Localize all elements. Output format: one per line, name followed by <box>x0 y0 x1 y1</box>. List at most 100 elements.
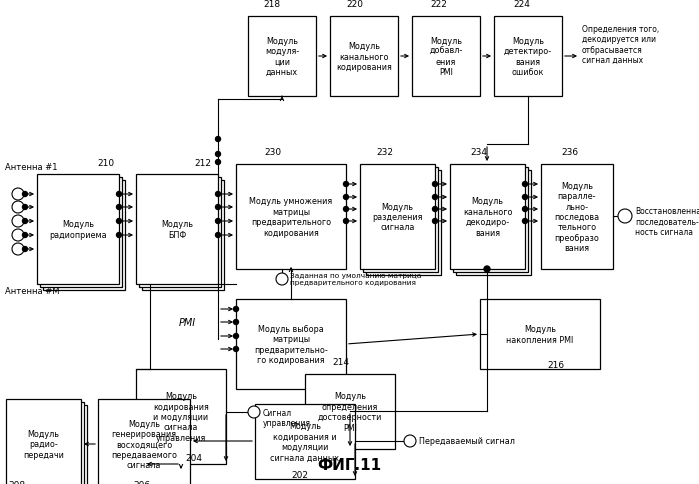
Circle shape <box>233 334 238 339</box>
Bar <box>37 175 119 285</box>
Circle shape <box>12 215 24 227</box>
Text: Определения того,
декодируется или
отбрасывается
сигнал данных: Определения того, декодируется или отбра… <box>582 25 659 65</box>
Circle shape <box>433 219 438 224</box>
Text: Модуль
радиоприема: Модуль радиоприема <box>49 220 107 239</box>
Bar <box>98 399 190 484</box>
Circle shape <box>433 182 438 187</box>
Circle shape <box>404 435 416 447</box>
Text: 208: 208 <box>8 480 25 484</box>
Circle shape <box>117 233 122 238</box>
Text: Модуль
модуля-
ции
данных: Модуль модуля- ции данных <box>265 37 299 77</box>
Circle shape <box>215 205 220 210</box>
Circle shape <box>248 406 260 418</box>
Circle shape <box>343 182 349 187</box>
Bar <box>139 178 221 287</box>
Text: Модуль
канального
декодиро-
вания: Модуль канального декодиро- вания <box>463 197 512 237</box>
Text: Модуль
добавл-
ения
PMI: Модуль добавл- ения PMI <box>429 37 463 77</box>
Bar <box>248 17 316 97</box>
Bar <box>236 165 346 270</box>
Text: 222: 222 <box>430 0 447 9</box>
Circle shape <box>215 137 220 142</box>
Text: PMI: PMI <box>179 318 196 327</box>
Bar <box>450 165 525 270</box>
Circle shape <box>522 219 528 224</box>
Text: 224: 224 <box>513 0 530 9</box>
Circle shape <box>117 192 122 197</box>
Circle shape <box>117 205 122 210</box>
Text: Модуль умножения
матрицы
предварительного
кодирования: Модуль умножения матрицы предварительног… <box>250 197 333 237</box>
Bar <box>136 369 226 464</box>
Text: 220: 220 <box>346 0 363 9</box>
Bar <box>9 402 84 484</box>
Bar <box>136 175 218 285</box>
Bar <box>453 167 528 272</box>
Circle shape <box>343 195 349 200</box>
Bar <box>480 300 600 369</box>
Circle shape <box>12 229 24 242</box>
Circle shape <box>117 219 122 224</box>
Bar <box>360 165 435 270</box>
Circle shape <box>22 192 27 197</box>
Bar <box>366 171 441 275</box>
Text: Модуль
кодирования и
модуляции
сигнала данных: Модуль кодирования и модуляции сигнала д… <box>271 422 340 462</box>
Text: Антенна #1: Антенна #1 <box>5 163 57 172</box>
Bar <box>12 405 87 484</box>
Circle shape <box>276 273 288 286</box>
Bar <box>363 167 438 272</box>
Bar <box>305 374 395 449</box>
Text: 232: 232 <box>376 148 393 157</box>
Circle shape <box>484 267 490 272</box>
Text: Антенна #M: Антенна #M <box>5 287 59 295</box>
Circle shape <box>22 219 27 224</box>
Circle shape <box>22 247 27 252</box>
Text: 214: 214 <box>332 357 349 366</box>
Circle shape <box>215 160 220 165</box>
Text: 210: 210 <box>97 159 114 167</box>
Text: Модуль выбора
матрицы
предварительно-
го кодирования: Модуль выбора матрицы предварительно- го… <box>254 324 328 364</box>
Circle shape <box>618 210 632 224</box>
Text: Модуль
детектиро-
вания
ошибок: Модуль детектиро- вания ошибок <box>504 37 552 77</box>
Bar <box>40 178 122 287</box>
Bar <box>142 181 224 290</box>
Bar <box>541 165 613 270</box>
Text: Модуль
радио-
передачи: Модуль радио- передачи <box>23 429 64 459</box>
Text: Модуль
канального
кодирования: Модуль канального кодирования <box>336 42 392 72</box>
Text: ФИГ.11: ФИГ.11 <box>317 457 382 472</box>
Circle shape <box>233 320 238 325</box>
Text: 212: 212 <box>194 159 211 167</box>
Bar <box>255 404 355 479</box>
Circle shape <box>12 243 24 256</box>
Circle shape <box>343 207 349 212</box>
Bar <box>236 300 346 389</box>
Text: 218: 218 <box>263 0 280 9</box>
Bar <box>412 17 480 97</box>
Text: 216: 216 <box>547 360 564 369</box>
Bar <box>494 17 562 97</box>
Text: Модуль
разделения
сигнала: Модуль разделения сигнала <box>373 202 423 232</box>
Circle shape <box>233 347 238 352</box>
Circle shape <box>215 192 220 197</box>
Circle shape <box>233 307 238 312</box>
Circle shape <box>12 201 24 213</box>
Text: Заданная по умолчанию матрица
предварительного кодирования: Заданная по умолчанию матрица предварите… <box>290 273 421 286</box>
Circle shape <box>22 233 27 238</box>
Bar <box>456 171 531 275</box>
Bar <box>6 399 81 484</box>
Circle shape <box>433 207 438 212</box>
Circle shape <box>215 219 220 224</box>
Circle shape <box>215 233 220 238</box>
Bar <box>43 181 125 290</box>
Text: Восстановленная
последователь-
ность сигнала: Восстановленная последователь- ность сиг… <box>635 207 699 236</box>
Circle shape <box>433 195 438 200</box>
Text: Модуль
кодирования
и модуляции
сигнала
управления: Модуль кодирования и модуляции сигнала у… <box>153 392 209 442</box>
Circle shape <box>522 182 528 187</box>
Text: Модуль
БПФ: Модуль БПФ <box>161 220 193 239</box>
Text: Передаваемый сигнал: Передаваемый сигнал <box>419 437 515 446</box>
Circle shape <box>215 152 220 157</box>
Circle shape <box>12 189 24 200</box>
Text: 236: 236 <box>561 148 578 157</box>
Text: 202: 202 <box>291 470 308 479</box>
Circle shape <box>522 207 528 212</box>
Text: Сигнал
управления: Сигнал управления <box>263 408 311 427</box>
Text: Модуль
паралле-
льно-
последова
тельного
преобразо
вания: Модуль паралле- льно- последова тельного… <box>554 182 600 253</box>
